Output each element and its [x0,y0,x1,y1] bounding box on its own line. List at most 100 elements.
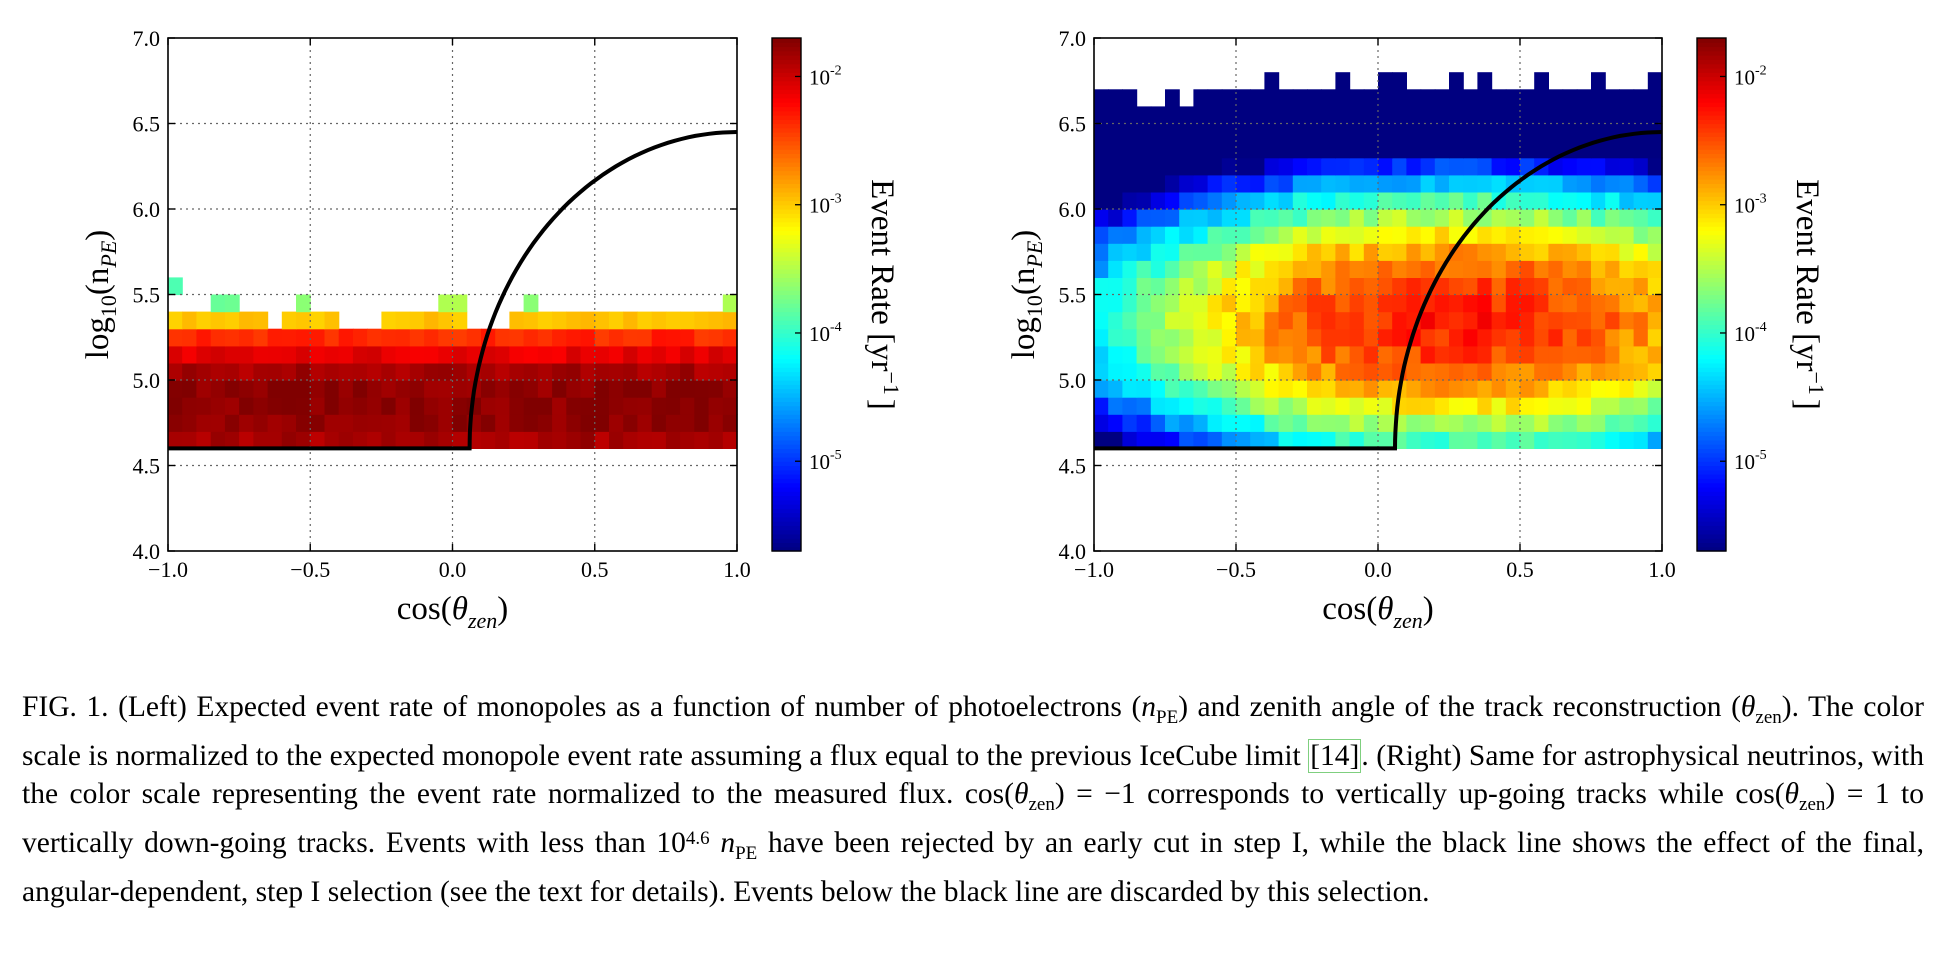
colorbar-step [1697,50,1726,56]
heatmap-bin [623,414,638,432]
colorbar-step [1697,132,1726,137]
heatmap-bin [395,311,411,330]
colorbar-step [1697,42,1726,48]
heatmap-bin [1236,243,1251,261]
colorbar-step [1697,230,1726,236]
heatmap-bin [1406,294,1422,313]
heatmap-bin [1406,209,1422,227]
colorbar-step [1697,76,1726,82]
heatmap-bin [1449,277,1464,296]
heatmap-bin [1207,414,1223,432]
heatmap-bin [1335,328,1351,347]
heatmap-bin [338,431,354,449]
heatmap-bin [1094,431,1109,449]
heatmap-bin [665,345,681,364]
colorbar-step [772,179,801,184]
heatmap-bin [1647,191,1663,210]
heatmap-bin [1221,209,1237,227]
heatmap-bin [1207,243,1223,261]
heatmap-bin [1406,226,1422,244]
heatmap-bin [1434,380,1450,398]
heatmap-bin [1548,226,1564,244]
heatmap-bin [1349,380,1365,398]
heatmap-bin [253,328,269,347]
heatmap-bin [1307,140,1322,159]
heatmap-bin [1292,380,1308,398]
heatmap-bin [1378,362,1393,381]
colorbar-step [772,469,801,475]
heatmap-bin [1534,140,1549,159]
heatmap-bin [1179,106,1194,125]
colorbar-step [772,243,801,249]
heatmap-bin [1150,277,1166,296]
heatmap-bin [1505,380,1521,398]
heatmap-bin [722,311,738,330]
heatmap-bin [552,414,567,432]
heatmap-bin [1179,243,1194,261]
heatmap-bin [1307,106,1322,125]
colorbar-step [1697,179,1726,184]
heatmap-bin [424,380,439,398]
heatmap-bin [1221,106,1237,125]
colorbar-step [772,495,801,501]
heatmap-bin [1576,328,1592,347]
colorbar-step [772,285,801,291]
heatmap-bin [481,397,496,415]
citation-link[interactable]: [14] [1308,738,1362,773]
heatmap-bin [1420,328,1436,347]
heatmap-bin [1349,226,1365,244]
heatmap-bin [1420,89,1436,107]
heatmap-bin [1264,277,1280,296]
heatmap-bin [1165,123,1180,142]
heatmap-bin [1619,89,1635,107]
heatmap-bin [1378,226,1393,244]
heatmap-bin [1434,157,1450,176]
heatmap-bin [1420,260,1436,278]
heatmap-bin [1548,243,1564,261]
heatmap-bin [1463,431,1478,449]
colorbar-tick-exp: -5 [1755,448,1767,463]
heatmap-bin [438,380,454,398]
heatmap-bin [1193,328,1209,347]
x-tick-label: 1.0 [723,557,751,582]
heatmap-bin [1349,140,1365,159]
heatmap-bin [1264,294,1280,313]
heatmap-bin [1094,157,1109,176]
heatmap-bin [1122,311,1138,330]
heatmap-bin [1250,226,1265,244]
heatmap-bin [1477,140,1493,159]
heatmap-bin [680,345,695,364]
heatmap-bin [1619,260,1635,278]
heatmap-bin [1605,380,1620,398]
heatmap-bin [1619,226,1635,244]
colorbar-step [772,144,801,150]
heatmap-bin [1647,260,1663,278]
heatmap-bin [580,345,596,364]
heatmap-bin [1378,431,1393,449]
heatmap-bin [594,311,610,330]
heatmap-bin [296,414,311,432]
colorbar-step [1697,123,1726,129]
x-axis-label-close: ) [497,591,508,627]
heatmap-bin [338,414,354,432]
heatmap-bin [1122,140,1138,159]
heatmap-bin [1392,72,1407,90]
heatmap-bin [182,362,197,381]
y-axis-label-log: log [1006,317,1042,359]
heatmap-bin [1236,226,1251,244]
heatmap-bin [239,328,254,347]
heatmap-bin [352,328,368,347]
heatmap-bin [1307,260,1322,278]
heatmap-bin [680,380,695,398]
heatmap-bin [1150,414,1166,432]
colorbar-step [1697,157,1726,163]
colorbar-step [1697,525,1726,531]
heatmap-bin [1136,243,1152,261]
x-tick-label: −1.0 [148,557,188,582]
heatmap-bin [1150,123,1166,142]
heatmap-bin [1108,345,1123,364]
colorbar-step [772,533,801,539]
heatmap-bin [1520,123,1535,142]
heatmap-bin [1122,345,1138,364]
heatmap-bin [1136,174,1152,193]
